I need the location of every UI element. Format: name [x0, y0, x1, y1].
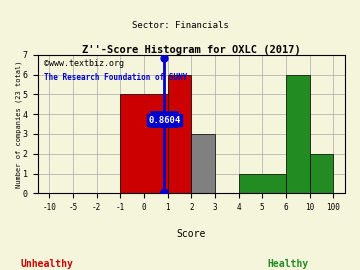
- Bar: [191, 134, 215, 193]
- Bar: [239, 174, 286, 193]
- Text: Sector: Financials: Sector: Financials: [132, 21, 228, 30]
- Title: Z''-Score Histogram for OXLC (2017): Z''-Score Histogram for OXLC (2017): [82, 45, 301, 55]
- Bar: [120, 94, 168, 193]
- Text: ©www.textbiz.org: ©www.textbiz.org: [44, 59, 124, 68]
- Bar: [168, 75, 191, 193]
- X-axis label: Score: Score: [177, 229, 206, 239]
- Text: Healthy: Healthy: [267, 259, 309, 269]
- Text: The Research Foundation of SUNY: The Research Foundation of SUNY: [44, 73, 187, 82]
- Y-axis label: Number of companies (23 total): Number of companies (23 total): [15, 60, 22, 188]
- Text: Unhealthy: Unhealthy: [21, 259, 73, 269]
- Bar: [310, 154, 333, 193]
- Bar: [286, 75, 310, 193]
- Text: 0.8604: 0.8604: [148, 116, 180, 125]
